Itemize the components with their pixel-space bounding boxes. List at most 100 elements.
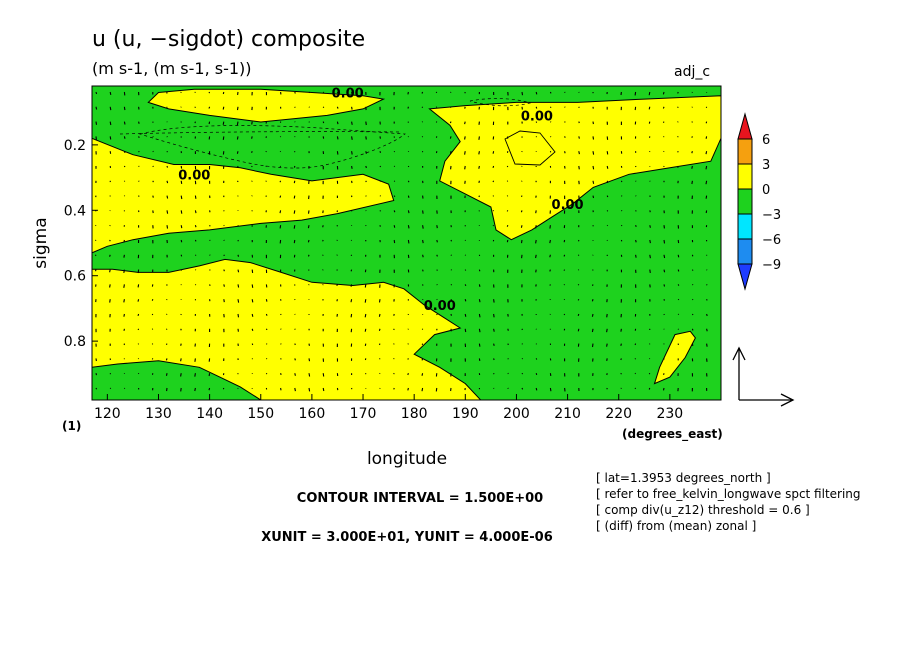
- colorbar-bin: [737, 138, 753, 165]
- vector-arrow: [564, 106, 566, 108]
- vector-arrow: [705, 165, 708, 170]
- vector-arrow: [251, 299, 254, 303]
- vector-arrow: [520, 195, 523, 198]
- vector-arrow: [606, 328, 608, 333]
- colorbar-bin: [737, 188, 753, 215]
- y-axis-label: sigma: [31, 217, 51, 268]
- y-tick-label: 0.8: [64, 334, 86, 350]
- vector-arrow: [507, 387, 509, 390]
- vector-arrow: [208, 106, 211, 109]
- vector-arrow: [577, 313, 580, 316]
- vector-arrow: [691, 298, 694, 301]
- vector-arrow: [507, 358, 509, 360]
- vector-arrow: [336, 269, 338, 271]
- vector-arrow: [251, 343, 254, 346]
- vector-arrow: [223, 254, 225, 257]
- vector-arrow: [535, 358, 538, 360]
- vector-arrow: [194, 373, 196, 377]
- vector-arrow: [322, 373, 325, 377]
- vector-arrow: [677, 313, 680, 315]
- vector-arrow: [407, 358, 409, 360]
- vector-arrow: [180, 180, 183, 184]
- vector-arrow: [564, 151, 566, 154]
- vector-arrow: [493, 343, 495, 346]
- vector-arrow: [422, 254, 424, 258]
- vector-arrow: [549, 225, 551, 229]
- vector-arrow: [407, 210, 410, 214]
- zero-contour-label: 0.00: [424, 299, 456, 314]
- vector-arrow: [635, 195, 637, 197]
- vector-arrow: [564, 91, 566, 94]
- vector-arrow: [350, 284, 353, 287]
- vector-arrow: [265, 328, 268, 331]
- vector-arrow: [336, 91, 339, 94]
- y-tick-label: 0.6: [64, 269, 86, 285]
- positive-contour-1: [504, 130, 556, 166]
- x-tick-label: 230: [656, 406, 683, 422]
- vector-arrow: [421, 91, 424, 94]
- vector-arrow: [407, 225, 410, 229]
- vector-arrow: [478, 151, 480, 155]
- vector-arrow: [223, 299, 225, 303]
- vector-arrow: [123, 313, 125, 317]
- colorbar-bin: [737, 213, 753, 240]
- vector-arrow: [293, 225, 296, 229]
- vector-arrow: [578, 151, 580, 155]
- vector-arrow: [478, 299, 481, 303]
- vector-arrow: [493, 358, 495, 361]
- y-tick-label: 0.4: [64, 203, 86, 219]
- vector-arrow: [478, 328, 481, 333]
- vector-arrow: [293, 180, 296, 184]
- vector-arrow: [635, 239, 637, 243]
- vector-arrow: [563, 269, 566, 271]
- vector-arrow: [265, 180, 267, 182]
- vector-arrow: [137, 284, 140, 288]
- vector-arrow: [222, 106, 225, 110]
- vector-arrow: [236, 136, 239, 140]
- vector-arrow: [663, 284, 666, 287]
- vector-arrow: [435, 121, 438, 123]
- vector-arrow: [322, 284, 324, 286]
- vector-arrow: [705, 180, 708, 185]
- vector-arrow: [436, 254, 438, 257]
- vector-field: [94, 91, 708, 392]
- vector-arrow: [307, 225, 310, 229]
- vector-arrow: [421, 373, 424, 376]
- vector-arrow: [563, 298, 566, 301]
- vector-arrow: [222, 121, 225, 125]
- vector-arrow: [336, 121, 339, 125]
- vector-arrow: [478, 313, 481, 318]
- vector-arrow: [351, 165, 353, 169]
- vector-arrow: [95, 91, 98, 95]
- vector-arrow: [649, 269, 651, 273]
- vector-arrow: [379, 358, 381, 360]
- vector-arrow: [308, 387, 311, 392]
- vector-arrow: [209, 224, 211, 227]
- metadata-line: [ comp div(u_z12) threshold = 0.6 ]: [596, 503, 810, 517]
- vector-arrow: [563, 254, 566, 257]
- vector-arrow: [123, 284, 125, 288]
- x-tick-label: 190: [452, 406, 479, 422]
- vector-arrow: [549, 91, 552, 94]
- vector-arrow: [165, 373, 168, 376]
- vector-arrow: [422, 269, 424, 272]
- vector-arrow: [549, 269, 551, 272]
- vector-arrow: [378, 328, 381, 331]
- vector-arrow: [222, 91, 225, 95]
- vector-arrow: [663, 136, 665, 138]
- vector-arrow: [578, 165, 580, 170]
- vector-arrow: [109, 239, 111, 242]
- vector-arrow: [407, 343, 409, 345]
- colorbar-label: −3: [762, 208, 781, 223]
- vector-arrow: [137, 328, 140, 331]
- vector-arrow: [662, 91, 665, 95]
- vector-arrow: [307, 254, 310, 257]
- vector-arrow: [237, 254, 240, 257]
- vector-arrow: [691, 151, 693, 154]
- vector-arrow: [577, 298, 580, 301]
- vector-arrow: [464, 151, 466, 155]
- vector-arrow: [379, 210, 381, 212]
- vector-arrow: [535, 239, 537, 244]
- vector-arrow: [450, 239, 453, 242]
